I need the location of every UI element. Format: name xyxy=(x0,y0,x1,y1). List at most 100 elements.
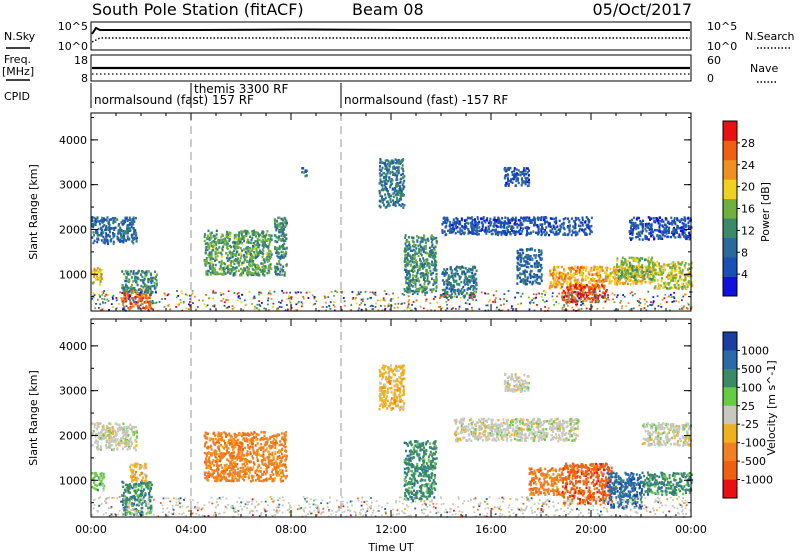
nsky-panel: N.Sky 10^5 10^0 10^5 10^0 N.Search xyxy=(4,20,795,53)
velocity-cbar-label: Velocity [m s^-1] xyxy=(765,360,778,455)
data-region-4 xyxy=(121,269,158,295)
colorbar-swatch xyxy=(723,179,737,200)
data-region-6 xyxy=(273,216,288,277)
data-region-17 xyxy=(616,256,656,281)
colorbar-tick-label: 16 xyxy=(741,203,755,216)
ytick-label: 3000 xyxy=(59,385,87,398)
data-region-10 xyxy=(441,265,478,299)
data-region-11 xyxy=(441,216,593,237)
colorbar-swatch xyxy=(723,442,737,462)
nsearch-label: N.Search xyxy=(745,30,795,43)
data-region-8 xyxy=(453,417,580,443)
cpid-segment-2: themis 3300 RF xyxy=(194,82,288,96)
nsky-tick-top: 10^5 xyxy=(58,20,88,33)
data-region-10 xyxy=(528,467,563,496)
data-region-18 xyxy=(628,216,693,241)
freq-unit: [MHz] xyxy=(2,65,34,78)
colorbar-tick-label: 12 xyxy=(741,224,755,237)
date-title: 05/Oct/2017 xyxy=(592,0,692,19)
nsky-label: N.Sky xyxy=(4,30,36,43)
nsky-trace xyxy=(91,26,690,35)
xtick-label: 20:00 xyxy=(575,523,607,536)
velocity-colorbar: 1000 500 100 25 -25 -100 -500 -1000 xyxy=(722,331,773,499)
colorbar-swatch xyxy=(723,218,737,238)
ytick-label: 4000 xyxy=(59,134,87,147)
ytick-label: 4000 xyxy=(59,340,87,353)
data-region-2 xyxy=(91,216,138,246)
colorbar-swatch xyxy=(723,198,737,219)
data-region-9 xyxy=(403,234,438,295)
ytick-label: 2000 xyxy=(59,223,87,236)
colorbar-swatch xyxy=(723,405,737,425)
colorbar-swatch xyxy=(723,368,737,388)
xtick-label: 16:00 xyxy=(475,523,507,536)
colorbar-tick-label: 500 xyxy=(741,363,762,376)
power-panel: 1000 2000 3000 4000 xyxy=(59,112,693,312)
colorbar-swatch xyxy=(723,257,737,277)
data-region-8 xyxy=(378,157,406,209)
data-region-5 xyxy=(203,431,288,483)
colorbar-swatch xyxy=(723,424,737,443)
colorbar-swatch xyxy=(723,140,737,161)
colorbar-tick-label: -25 xyxy=(741,418,759,431)
power-cbar-label: Power [dB] xyxy=(759,182,772,242)
colorbar-tick-label: 100 xyxy=(741,381,762,394)
data-region-5 xyxy=(203,229,273,277)
nave-tick-top: 60 xyxy=(707,54,721,67)
cpid-segment-3: normalsound (fast) -157 RF xyxy=(344,93,508,107)
colorbar-tick-label: -500 xyxy=(741,455,766,468)
data-region-13 xyxy=(516,247,543,286)
nave-label: Nave xyxy=(750,62,778,75)
colorbar-swatch xyxy=(723,461,737,480)
colorbar-tick-label: 28 xyxy=(741,137,755,150)
ytick-label: 3000 xyxy=(59,179,87,192)
ytick-label: 1000 xyxy=(59,474,87,487)
colorbar-tick-label: -1000 xyxy=(741,474,773,487)
colorbar-tick-label: -100 xyxy=(741,437,766,450)
colorbar-swatch xyxy=(723,159,737,180)
colorbar-tick-label: 25 xyxy=(741,400,755,413)
colorbar-swatch xyxy=(723,121,737,141)
velocity-panel: 1000 2000 3000 4000 00:00 04:00 08:00 12:00 16:0… xyxy=(59,318,707,536)
xtick-label: 08:00 xyxy=(275,523,307,536)
data-region-12 xyxy=(503,166,531,188)
data-region-1 xyxy=(91,267,103,286)
data-region-19 xyxy=(653,261,693,291)
data-region-7 xyxy=(301,167,308,178)
colorbar-tick-label: 1000 xyxy=(741,344,769,357)
data-region-4 xyxy=(129,462,148,483)
freq-label: Freq. xyxy=(4,53,31,66)
data-region-9 xyxy=(503,372,531,393)
data-region-14 xyxy=(641,422,692,447)
colorbar-swatch xyxy=(723,350,737,370)
nsky-tick-bottom: 10^0 xyxy=(58,40,88,53)
ytick-label: 2000 xyxy=(59,429,87,442)
power-colorbar: 4 8 12 16 20 24 28 xyxy=(722,120,755,297)
station-title: South Pole Station (fitACF) xyxy=(92,0,304,19)
data-region-13 xyxy=(641,471,693,496)
data-region-2 xyxy=(91,422,138,452)
freq-panel: Freq. [MHz] 18 8 60 0 Nave xyxy=(2,53,778,85)
ytick-label: 1000 xyxy=(59,268,87,281)
colorbar-tick-label: 20 xyxy=(741,181,755,194)
cpid-panel: CPID normalsound (fast) 157 RF themis 33… xyxy=(4,82,508,108)
xtick-label: 00:00 xyxy=(675,523,707,536)
nsearch-tick-top: 10^5 xyxy=(707,20,737,33)
freq-tick-top: 18 xyxy=(74,54,88,67)
cpid-label: CPID xyxy=(4,90,30,103)
colorbar-tick-label: 24 xyxy=(741,159,755,172)
nsearch-trace xyxy=(91,37,690,43)
xtick-label: 00:00 xyxy=(75,523,107,536)
colorbar-tick-label: 4 xyxy=(741,268,748,281)
cpid-segment-1: normalsound (fast) 157 RF xyxy=(94,93,254,107)
colorbar-swatch xyxy=(723,479,737,499)
near-range-noise xyxy=(91,495,693,518)
nave-tick-bottom: 0 xyxy=(707,72,714,85)
data-region-6 xyxy=(378,364,406,411)
colorbar-swatch xyxy=(723,332,737,351)
colorbar-swatch xyxy=(723,237,737,258)
data-region-7 xyxy=(403,440,438,501)
nsearch-tick-bottom: 10^0 xyxy=(707,40,737,53)
freq-tick-bottom: 8 xyxy=(81,72,88,85)
xtick-label: 12:00 xyxy=(375,523,407,536)
